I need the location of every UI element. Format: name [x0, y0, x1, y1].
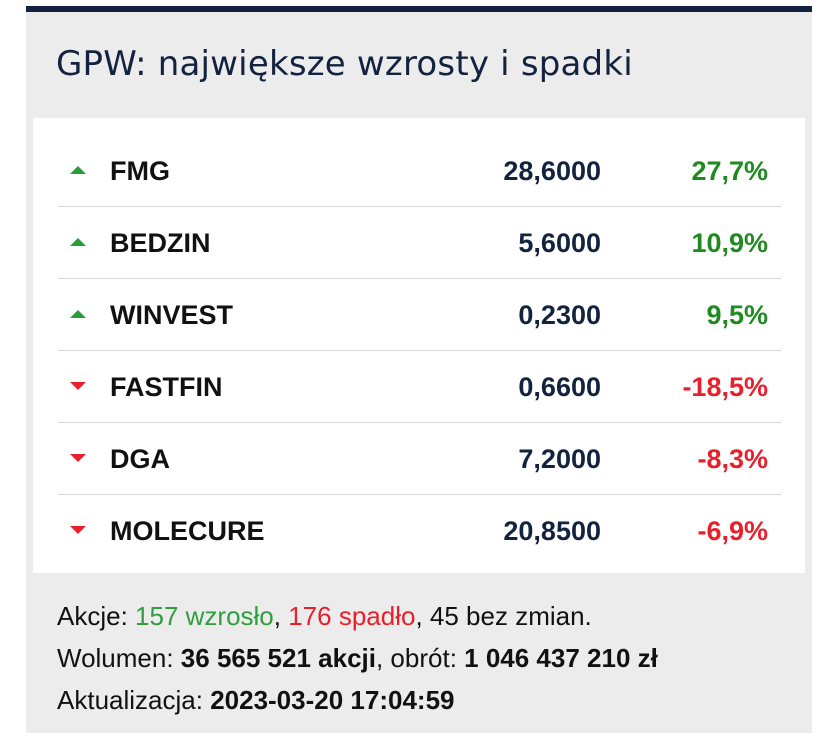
stock-name[interactable]: DGA	[110, 444, 170, 474]
table-row[interactable]: BEDZIN 5,6000 10,9%	[58, 207, 781, 279]
triangle-down-icon	[70, 382, 86, 390]
stock-price: 0,2300	[518, 300, 601, 330]
stock-price: 0,6600	[518, 372, 601, 402]
volume-summary-line: Wolumen: 36 565 521 akcji, obrót: 1 046 …	[57, 637, 658, 679]
stock-change: -6,9%	[697, 516, 768, 546]
stock-price: 28,6000	[503, 156, 601, 186]
stock-name[interactable]: FASTFIN	[110, 372, 223, 402]
stock-name[interactable]: WINVEST	[110, 300, 234, 330]
stock-name[interactable]: MOLECURE	[110, 516, 265, 546]
market-movers-widget: GPW: największe wzrosty i spadki FMG 28,…	[26, 6, 812, 733]
volume-label: Wolumen:	[57, 643, 181, 673]
fell-count: 176 spadło	[288, 601, 416, 631]
stock-change: 10,9%	[691, 228, 768, 258]
stocks-summary-line: Akcje: 157 wzrosło, 176 spadło, 45 bez z…	[57, 595, 658, 637]
table-row[interactable]: FMG 28,6000 27,7%	[58, 135, 781, 207]
table-row[interactable]: WINVEST 0,2300 9,5%	[58, 279, 781, 351]
stock-price: 5,6000	[518, 228, 601, 258]
updated-timestamp: 2023-03-20 17:04:59	[210, 685, 455, 715]
rose-count: 157 wzrosło	[135, 601, 274, 631]
updated-label: Aktualizacja:	[57, 685, 211, 715]
widget-title: GPW: największe wzrosty i spadki	[56, 44, 633, 84]
separator: ,	[273, 601, 289, 631]
stock-change: -8,3%	[697, 444, 768, 474]
volume-value: 36 565 521 akcji	[180, 643, 376, 673]
stock-change: -18,5%	[682, 372, 768, 402]
market-summary: Akcje: 157 wzrosło, 176 spadło, 45 bez z…	[57, 595, 658, 721]
table-row[interactable]: FASTFIN 0,6600 -18,5%	[58, 351, 781, 423]
turnover-label: , obrót:	[375, 643, 465, 673]
table-row[interactable]: DGA 7,2000 -8,3%	[58, 423, 781, 495]
stock-name[interactable]: BEDZIN	[110, 228, 211, 258]
stock-change: 27,7%	[691, 156, 768, 186]
turnover-value: 1 046 437 210 zł	[464, 643, 658, 673]
triangle-down-icon	[70, 526, 86, 534]
table-row[interactable]: MOLECURE 20,8500 -6,9%	[58, 495, 781, 567]
stock-name[interactable]: FMG	[110, 156, 170, 186]
stocks-label: Akcje:	[57, 601, 136, 631]
triangle-up-icon	[70, 238, 86, 246]
movers-table: FMG 28,6000 27,7% BEDZIN 5,6000 10,9% WI…	[33, 118, 805, 573]
stock-price: 20,8500	[503, 516, 601, 546]
triangle-down-icon	[70, 454, 86, 462]
stock-price: 7,2000	[518, 444, 601, 474]
stock-change: 9,5%	[706, 300, 768, 330]
triangle-up-icon	[70, 310, 86, 318]
update-summary-line: Aktualizacja: 2023-03-20 17:04:59	[57, 679, 658, 721]
unchanged-count: , 45 bez zmian.	[415, 601, 592, 631]
triangle-up-icon	[70, 166, 86, 174]
